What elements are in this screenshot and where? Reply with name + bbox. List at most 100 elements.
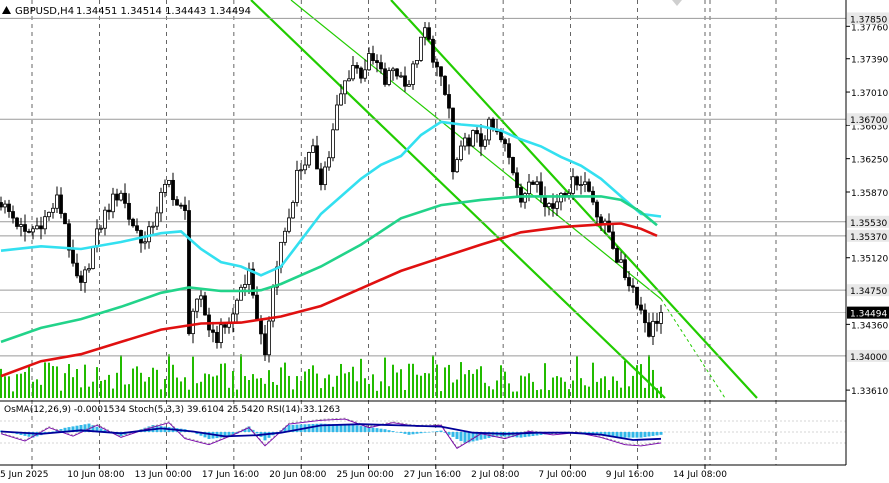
candle-bear (115, 193, 119, 201)
candle-bear (551, 203, 555, 209)
volume-bar (596, 381, 598, 398)
osma-bar (651, 432, 655, 436)
volume-bar (96, 367, 98, 398)
volume-bar (612, 376, 614, 398)
volume-bar (572, 380, 574, 398)
ma-slow-line (0, 222, 658, 378)
price-tick-label: 1.35870 (851, 189, 888, 199)
time-tick-label: 2 Jul 08:00 (471, 470, 520, 480)
candle-bull (287, 217, 291, 232)
candle-bear (183, 204, 187, 211)
volume-bar (316, 373, 318, 398)
volume-bar (228, 387, 230, 398)
osma-bar (311, 423, 315, 432)
osma-bar (363, 426, 367, 432)
volume-bar (164, 379, 166, 398)
candle-bear (635, 286, 639, 306)
candle-bull (347, 78, 351, 82)
volume-bar (240, 354, 242, 398)
volume-bar (580, 378, 582, 398)
candle-bull (523, 193, 527, 203)
channel-lines (250, 0, 758, 399)
osma-bar (231, 432, 235, 437)
scroll-end-marker-icon[interactable] (672, 0, 682, 6)
volume-bar (352, 366, 354, 398)
candle-bear (11, 211, 15, 219)
osma-bar (391, 431, 395, 432)
volume-bar (608, 390, 610, 398)
volume-bar (208, 374, 210, 398)
candle-bull (55, 194, 59, 209)
candle-bull (323, 166, 327, 186)
osma-bar (379, 428, 383, 432)
volume-bar (56, 366, 58, 398)
volume-bar (44, 362, 46, 398)
candle-bear (467, 137, 471, 147)
volume-bar (432, 355, 434, 398)
volume-bar (88, 386, 90, 398)
volume-bar (488, 386, 490, 398)
price-tick-label: 1.36630 (851, 122, 888, 132)
osma-bar (255, 432, 259, 434)
volume-bar (424, 373, 426, 398)
osma-bar (423, 432, 427, 433)
osma-bar (535, 432, 539, 436)
candle-bear (587, 181, 591, 192)
volume-bar (340, 363, 342, 398)
candle-bull (299, 169, 303, 172)
volume-bar (500, 365, 502, 398)
volume-bar (656, 388, 658, 398)
candle-bear (443, 75, 447, 95)
volume-bar (600, 378, 602, 398)
candle-bull (311, 145, 315, 153)
volume-bar (304, 371, 306, 398)
volume-bar (212, 376, 214, 398)
volume-bar (344, 373, 346, 398)
level-price-box (847, 349, 889, 362)
osma-bar (287, 425, 291, 432)
candle-bear (211, 329, 215, 333)
volume-bar (636, 365, 638, 398)
volume-bar (160, 389, 162, 398)
volume-bar (452, 382, 454, 398)
volume-bar (144, 381, 146, 398)
osma-bar (291, 424, 295, 432)
volume-bars (0, 354, 662, 398)
volume-bar (184, 377, 186, 398)
volume-bar (84, 364, 86, 398)
volume-bar (548, 390, 550, 398)
volume-bar (532, 381, 534, 398)
volume-bar (640, 364, 642, 398)
candle-bear (63, 213, 67, 225)
osma-bar (351, 425, 355, 432)
osma-bar (243, 428, 247, 432)
candle-bull (483, 139, 487, 147)
current-price-label: 1.34494 (850, 310, 887, 320)
time-tick-label: 17 Jun 16:00 (202, 470, 259, 480)
osma-bar (527, 432, 531, 437)
candle-bull (527, 181, 531, 195)
volume-bar (132, 368, 134, 398)
candle-bull (471, 130, 475, 147)
osma-bar (63, 427, 67, 432)
volume-bar (332, 386, 334, 398)
time-tick-label: 25 Jun 00:00 (337, 470, 394, 480)
candle-bear (611, 231, 615, 249)
scroll-up-arrow-icon[interactable] (2, 6, 11, 14)
osma-bar (483, 432, 487, 439)
osma-bar (439, 430, 443, 432)
volume-bar (444, 367, 446, 398)
rsi-line (0, 418, 662, 450)
candle-bull (547, 203, 551, 208)
candle-bear (499, 131, 503, 141)
osma-bar (407, 432, 411, 435)
volume-bar (460, 362, 462, 398)
volume-bar (376, 390, 378, 398)
osma-bar (467, 432, 471, 443)
osma-bar (611, 432, 615, 438)
candle-bull (91, 246, 95, 269)
osma-bar (631, 432, 635, 438)
candle-bull (339, 93, 343, 106)
candle-bear (15, 217, 19, 227)
